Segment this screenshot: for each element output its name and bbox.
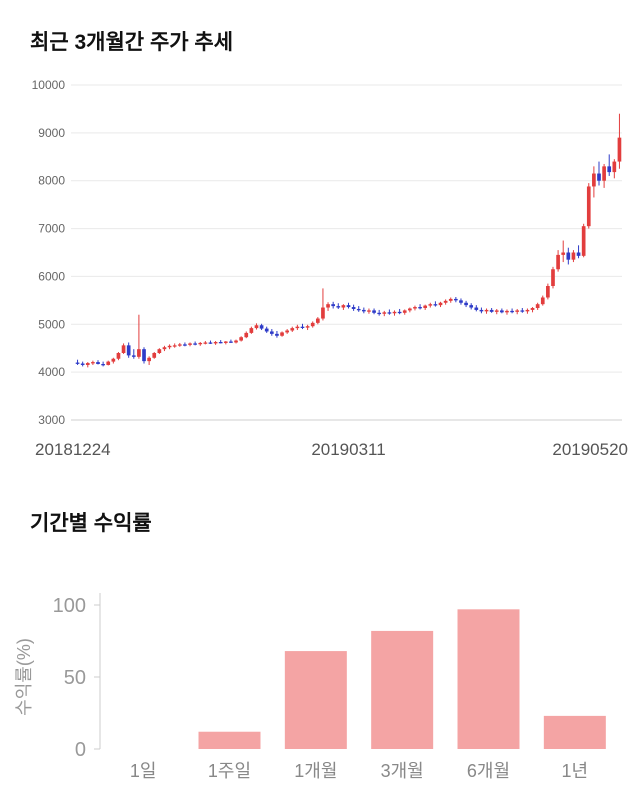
svg-text:6000: 6000 — [38, 269, 65, 283]
svg-text:9000: 9000 — [38, 126, 65, 140]
svg-text:수익률(%): 수익률(%) — [14, 638, 34, 716]
svg-text:20181224: 20181224 — [35, 440, 111, 459]
svg-text:3개월: 3개월 — [381, 761, 424, 781]
svg-text:50: 50 — [64, 667, 86, 689]
svg-text:0: 0 — [75, 739, 86, 761]
svg-text:1일: 1일 — [130, 761, 157, 781]
svg-text:5000: 5000 — [38, 317, 65, 331]
svg-text:1년: 1년 — [562, 761, 589, 781]
price-trend-title: 최근 3개월간 주가 추세 — [30, 31, 234, 54]
svg-text:100: 100 — [53, 595, 86, 617]
svg-text:20190311: 20190311 — [311, 440, 385, 459]
svg-text:7000: 7000 — [38, 222, 65, 236]
svg-text:10000: 10000 — [32, 78, 66, 92]
svg-text:8000: 8000 — [38, 174, 65, 188]
candlestick-chart: 3000 4000 5000 6000 7000 8000 9000 10000 2018122… — [32, 78, 628, 459]
period-returns-title: 기간별 수익률 — [30, 512, 152, 535]
svg-text:20190520: 20190520 — [552, 440, 628, 459]
returns-bar-chart: 0 50 100 수익률(%) 1일 1주일 1개월 3개월 6개월 1년 — [14, 593, 606, 781]
svg-text:3000: 3000 — [38, 413, 65, 427]
svg-text:6개월: 6개월 — [467, 761, 510, 781]
svg-text:1개월: 1개월 — [294, 761, 337, 781]
svg-text:1주일: 1주일 — [208, 761, 251, 781]
svg-text:4000: 4000 — [38, 365, 65, 379]
